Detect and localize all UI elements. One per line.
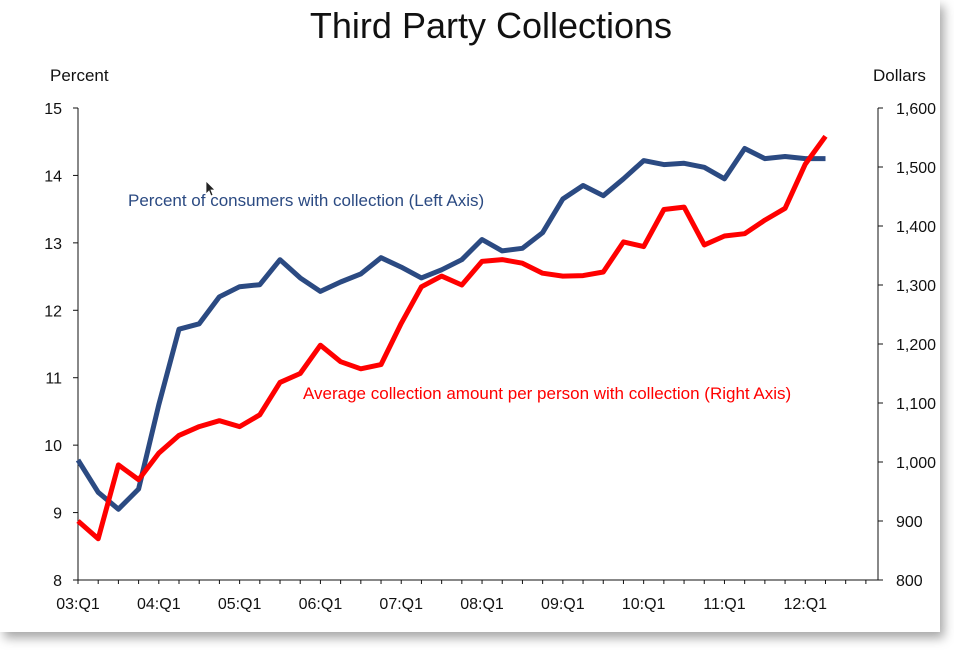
left-axis-ticks: 15 14 13 12 11 10 9 8 (44, 101, 78, 590)
right-tick-label: 800 (896, 573, 923, 590)
x-tick-label: 12:Q1 (783, 596, 827, 613)
chart-title: Third Party Collections (310, 5, 672, 46)
series-label-percent: Percent of consumers with collection (Le… (128, 191, 484, 210)
x-tick-label: 08:Q1 (460, 596, 504, 613)
mouse-cursor-icon (205, 180, 216, 197)
chart-window: Third Party Collections Percent Dollars … (44, 5, 937, 613)
x-tick-label: 11:Q1 (703, 596, 746, 613)
x-tick-label: 09:Q1 (541, 596, 585, 613)
x-tick-label: 07:Q1 (379, 596, 423, 613)
left-tick-label: 13 (44, 236, 62, 253)
x-tick-label: 10:Q1 (622, 596, 666, 613)
series-label-amount: Average collection amount per person wit… (303, 384, 791, 403)
axes (77, 108, 879, 581)
x-tick-label: 04:Q1 (137, 596, 181, 613)
x-tick-label: 06:Q1 (299, 596, 343, 613)
x-axis-ticks: 03:Q1 04:Q1 05:Q1 06:Q1 07:Q1 08:Q1 09:Q1 10:Q1… (56, 580, 867, 613)
right-tick-label: 1,100 (896, 396, 936, 413)
left-tick-label: 11 (45, 371, 62, 388)
right-tick-label: 1,500 (896, 160, 936, 177)
right-tick-label: 1,400 (896, 219, 936, 236)
left-axis-label: Percent (50, 66, 109, 85)
x-tick-label: 03:Q1 (56, 596, 100, 613)
right-tick-label: 1,200 (896, 337, 936, 354)
left-tick-label: 14 (44, 168, 62, 185)
left-tick-label: 15 (44, 101, 62, 118)
x-tick-label: 05:Q1 (218, 596, 262, 613)
right-tick-label: 1,300 (896, 278, 936, 295)
right-tick-label: 1,000 (896, 455, 936, 472)
right-tick-label: 1,600 (896, 101, 936, 118)
series-line-percent (75, 146, 826, 512)
left-tick-label: 12 (44, 303, 62, 320)
series-lines (75, 134, 828, 542)
left-tick-label: 9 (53, 506, 62, 523)
left-tick-label: 8 (53, 573, 62, 590)
right-axis-ticks: 1,600 1,500 1,400 1,300 1,200 1,100 1,000 900 80… (878, 101, 936, 590)
left-tick-label: 10 (44, 438, 62, 455)
right-axis-label: Dollars (873, 66, 926, 85)
series-line-amount (76, 134, 828, 542)
right-tick-label: 900 (896, 514, 923, 531)
